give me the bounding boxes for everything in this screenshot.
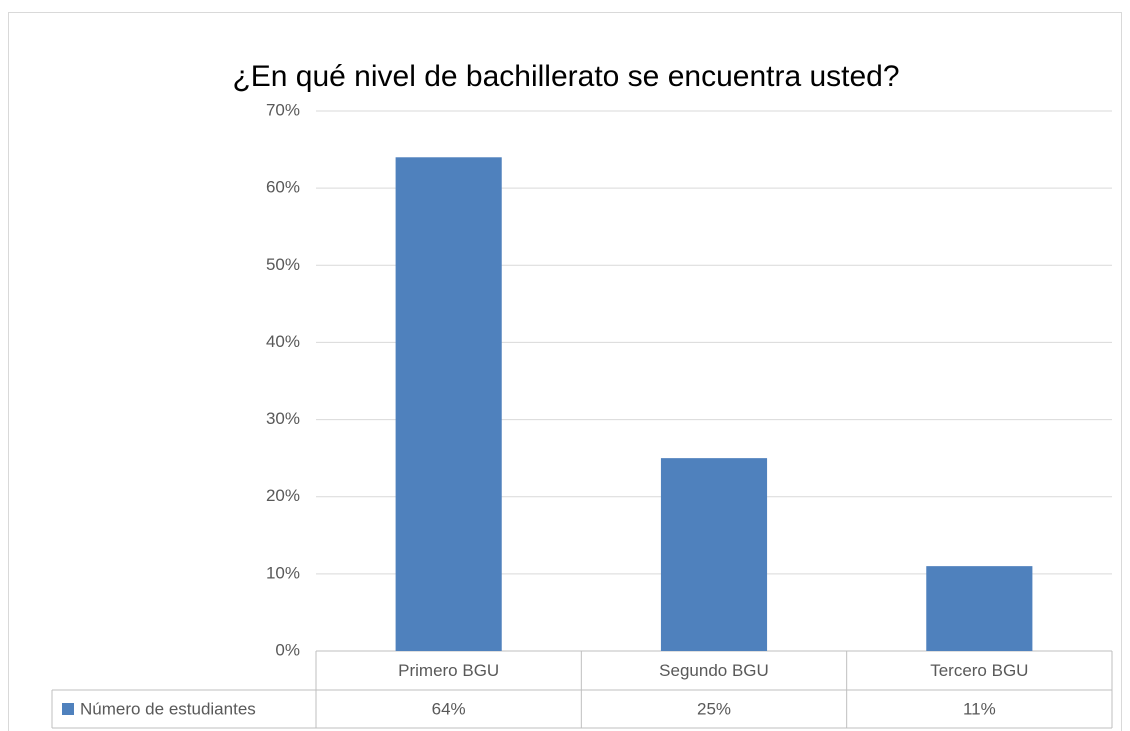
y-tick-label: 30% — [266, 409, 300, 428]
bar — [926, 566, 1033, 651]
bar — [660, 458, 768, 651]
table-value: 25% — [697, 699, 731, 718]
chart-title: ¿En qué nivel de bachillerato se encuent… — [232, 60, 899, 93]
table-value: 64% — [432, 699, 466, 718]
bar — [395, 157, 502, 652]
y-tick-label: 70% — [266, 100, 300, 119]
y-tick-label: 50% — [266, 255, 300, 274]
x-tick-label: Tercero BGU — [930, 661, 1028, 680]
legend-swatch — [62, 703, 74, 715]
y-tick-label: 10% — [266, 563, 300, 582]
x-tick-label: Segundo BGU — [659, 661, 769, 680]
legend-label: Número de estudiantes — [80, 699, 256, 718]
y-tick-label: 60% — [266, 178, 300, 197]
table-value: 11% — [963, 699, 996, 718]
y-tick-label: 0% — [275, 640, 300, 659]
y-tick-label: 40% — [266, 332, 300, 351]
chart-frame — [8, 12, 1122, 731]
x-tick-label: Primero BGU — [398, 661, 499, 680]
y-tick-label: 20% — [266, 486, 300, 505]
